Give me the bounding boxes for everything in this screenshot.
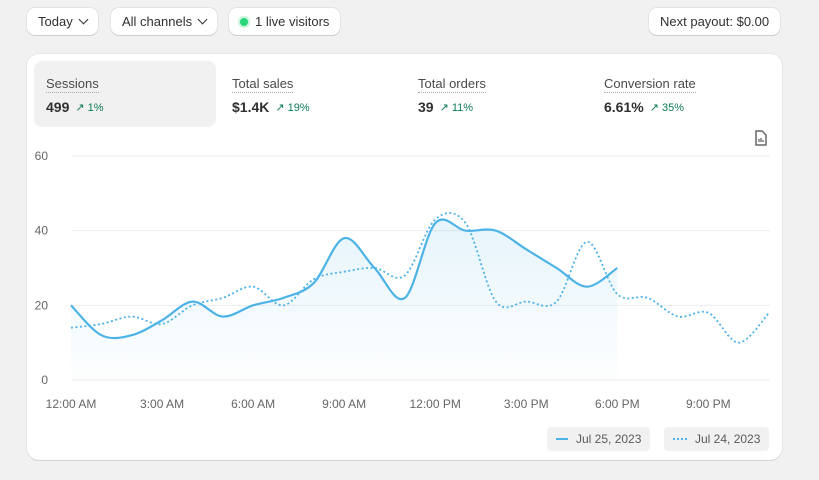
report-icon[interactable] — [754, 130, 768, 146]
x-tick-label: 9:00 AM — [322, 397, 366, 411]
metric-label: Conversion rate — [604, 76, 696, 93]
analytics-card: Sessions 499 ↗ 1% Total sales $1.4K ↗ 19% … — [27, 54, 782, 460]
series-area-jul25 — [71, 219, 618, 380]
x-tick-label: 9:00 PM — [686, 397, 731, 411]
next-payout-button[interactable]: Next payout: $0.00 — [649, 8, 781, 35]
x-tick-label: 12:00 PM — [410, 397, 461, 411]
metric-delta: ↗ 1% — [75, 101, 104, 114]
metric-conversion-rate[interactable]: Conversion rate 6.61% ↗ 35% — [592, 61, 774, 127]
y-tick-label: 60 — [35, 149, 49, 163]
live-visitors-button[interactable]: 1 live visitors — [229, 8, 341, 35]
x-tick-label: 3:00 AM — [140, 397, 184, 411]
live-label: 1 live visitors — [255, 14, 330, 29]
live-dot-icon — [240, 17, 248, 26]
legend-label: Jul 25, 2023 — [576, 432, 642, 446]
channels-button[interactable]: All channels — [111, 8, 218, 35]
metric-total-orders[interactable]: Total orders 39 ↗ 11% — [406, 61, 588, 127]
channels-label: All channels — [122, 14, 193, 29]
metric-total-sales[interactable]: Total sales $1.4K ↗ 19% — [220, 61, 402, 127]
legend-item-jul25[interactable]: Jul 25, 2023 — [547, 427, 651, 451]
x-tick-label: 12:00 AM — [46, 397, 97, 411]
metric-value: 6.61% — [604, 99, 644, 115]
metric-label: Sessions — [46, 76, 99, 93]
metric-delta: ↗ 11% — [439, 101, 474, 114]
series-line-jul25 — [70, 218, 618, 340]
payout-label: Next payout: $0.00 — [660, 14, 770, 29]
metric-value: $1.4K — [232, 99, 270, 115]
metric-delta: ↗ 35% — [649, 101, 685, 114]
date-range-button[interactable]: Today — [27, 8, 98, 35]
y-tick-label: 0 — [41, 373, 48, 387]
y-tick-label: 40 — [35, 224, 49, 238]
metric-value: 499 — [46, 99, 70, 115]
legend-label: Jul 24, 2023 — [695, 432, 761, 446]
metric-value: 39 — [418, 99, 434, 115]
y-tick-label: 20 — [35, 298, 49, 312]
legend-item-jul24[interactable]: Jul 24, 2023 — [664, 427, 770, 451]
date-label: Today — [38, 14, 73, 29]
x-tick-label: 6:00 AM — [231, 397, 275, 411]
metric-delta: ↗ 19% — [275, 101, 310, 114]
metric-label: Total orders — [418, 76, 486, 93]
metric-label: Total sales — [232, 76, 294, 93]
x-tick-label: 3:00 PM — [504, 397, 549, 411]
x-tick-label: 6:00 PM — [595, 397, 640, 411]
metric-sessions[interactable]: Sessions 499 ↗ 1% — [34, 61, 216, 127]
